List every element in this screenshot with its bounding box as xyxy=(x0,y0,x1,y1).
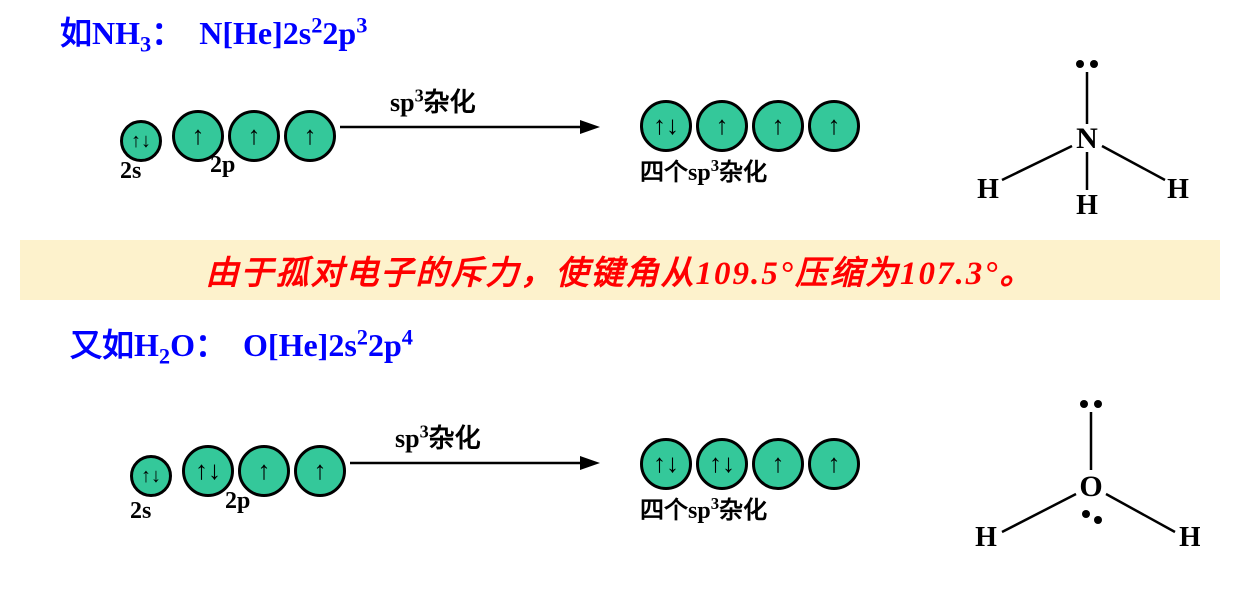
nh3-h3: H xyxy=(1167,174,1189,205)
orbital-circle: ↑ xyxy=(752,438,804,490)
h2o-h2: H xyxy=(1179,522,1200,553)
nh3-2p-label: 2p xyxy=(210,152,235,179)
orbital-circle: ↑↓ xyxy=(120,120,162,162)
h2o-right-orbitals: ↑↓↑↓↑↑ xyxy=(640,438,860,490)
nh3-center: N xyxy=(1076,122,1098,155)
orbital-circle: ↑ xyxy=(808,100,860,152)
nh3-config-2: 2p xyxy=(322,15,356,51)
h2o-config-1: O[He]2s xyxy=(243,327,357,363)
nh3-config-1: N[He]2s xyxy=(199,15,311,51)
h2o-mol1: H xyxy=(134,327,159,363)
nh3-prefix: 如 xyxy=(60,15,92,51)
orbital-circle: ↑ xyxy=(696,100,748,152)
h2o-2s-label: 2s xyxy=(130,498,151,525)
h2o-sup2: 4 xyxy=(402,324,413,349)
orbital-circle: ↑↓ xyxy=(640,100,692,152)
h2o-mol-sub: 2 xyxy=(159,343,170,368)
nh3-sup2: 3 xyxy=(356,12,367,37)
nh3-molecule-diagram: N H H H xyxy=(940,50,1200,220)
h2o-prefix: 又如 xyxy=(70,327,134,363)
orbital-circle: ↑ xyxy=(808,438,860,490)
nh3-h1: H xyxy=(977,174,999,205)
nh3-h2: H xyxy=(1076,190,1098,220)
h2o-title: 又如H2O： O[He]2s22p4 xyxy=(70,320,413,369)
nh3-mol-sub: 3 xyxy=(140,31,151,56)
orbital-circle: ↑ xyxy=(228,110,280,162)
nh3-title: 如NH3： N[He]2s22p3 xyxy=(60,8,367,57)
h2o-config-2: 2p xyxy=(368,327,402,363)
h2o-h1: H xyxy=(975,522,997,553)
orbital-circle: ↑↓ xyxy=(696,438,748,490)
h2o-arrow-icon xyxy=(350,448,600,478)
h2o-mol2: O xyxy=(170,327,195,363)
orbital-circle: ↑ xyxy=(294,445,346,497)
orbital-circle: ↑↓ xyxy=(640,438,692,490)
h2o-sup1: 2 xyxy=(357,324,368,349)
h2o-center: O xyxy=(1079,470,1102,503)
nh3-arrow-icon xyxy=(340,112,600,142)
h2o-molecule-diagram: O H H xyxy=(940,390,1200,580)
h2o-hyb-caption: 四个sp3杂化 xyxy=(640,490,767,525)
nh3-right-orbitals: ↑↓↑↑↑ xyxy=(640,100,860,152)
nh3-sup1: 2 xyxy=(311,12,322,37)
orbital-circle: ↑↓ xyxy=(130,455,172,497)
nh3-mol: NH xyxy=(92,15,140,51)
orbital-circle: ↑ xyxy=(284,110,336,162)
highlight-note: 由于孤对电子的斥力，使键角从109.5°压缩为107.3°。 xyxy=(20,240,1220,300)
nh3-2s-label: 2s xyxy=(120,158,141,185)
orbital-circle: ↑ xyxy=(752,100,804,152)
nh3-hyb-caption: 四个sp3杂化 xyxy=(640,152,767,187)
h2o-2p-label: 2p xyxy=(225,488,250,515)
